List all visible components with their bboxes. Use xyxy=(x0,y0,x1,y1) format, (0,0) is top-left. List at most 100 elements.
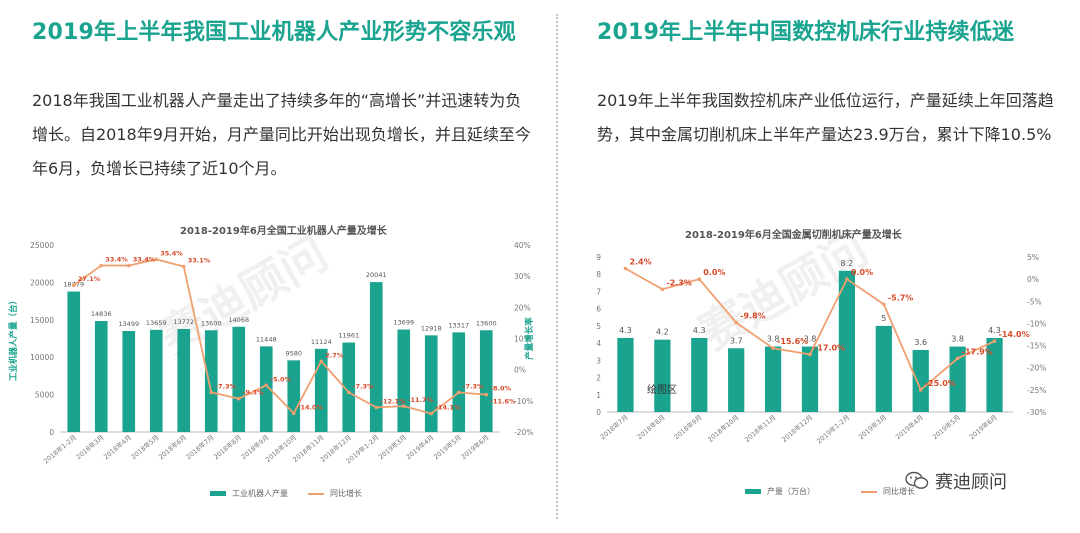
growth-value-label: -25.0% xyxy=(925,379,956,388)
bar-value-label: 13499 xyxy=(118,320,139,328)
y-left-tick: 20000 xyxy=(30,278,54,287)
robot-chart-title: 2018-2019年6月全国工业机器人产量及增长 xyxy=(180,226,387,237)
bar xyxy=(875,325,892,412)
growth-point xyxy=(126,263,131,268)
x-tick-label: 2019年4月 xyxy=(893,413,925,442)
x-tick-label: 2018年12月 xyxy=(780,413,815,444)
y-right-tick: 10% xyxy=(514,335,531,344)
growth-value-label: 33.4% xyxy=(105,256,128,264)
x-tick-label: 2018年7月 xyxy=(598,413,630,442)
robot-chart-legend: 工业机器人产量 同比增长 xyxy=(210,488,362,499)
left-panel: 2019年上半年我国工业机器人产业形势不容乐观 2018年我国工业机器人产量走出… xyxy=(8,20,535,499)
plot-area-annotation: 绘图区 xyxy=(647,383,677,396)
growth-line xyxy=(73,258,487,415)
growth-value-label: -14.0% xyxy=(298,403,324,411)
y-left-tick: 9 xyxy=(596,253,601,262)
bar xyxy=(801,346,819,412)
growth-point xyxy=(209,390,214,395)
growth-value-label: -7.3% xyxy=(215,382,236,390)
growth-value-label: -9.3% xyxy=(243,389,264,397)
bar xyxy=(654,339,671,412)
right-panel: 2019年上半年中国数控机床行业持续低迷 2019年上半年我国数控机床产业低位运… xyxy=(565,0,1080,533)
legend-line-label: 同比增长 xyxy=(883,487,915,496)
growth-point xyxy=(429,411,434,416)
x-tick-label: 2019年5月 xyxy=(930,413,962,442)
bar xyxy=(479,330,493,432)
growth-point xyxy=(484,392,489,397)
growth-point xyxy=(236,396,241,401)
bar-value-label: 13600 xyxy=(476,319,497,327)
legend-bar-label: 产量（万台） xyxy=(767,487,815,496)
x-tick-label: 2018年3月 xyxy=(74,433,106,462)
growth-value-label: 33.4% xyxy=(133,256,156,264)
bar-value-label: 3.6 xyxy=(914,338,927,347)
y-right-tick: -20% xyxy=(514,428,533,437)
bar xyxy=(177,328,191,432)
bar-value-label: 4.3 xyxy=(988,326,1001,335)
growth-point xyxy=(154,257,159,262)
x-tick-label: 2018年6月 xyxy=(156,433,188,462)
growth-value-label: 2.4% xyxy=(629,258,651,267)
bar-value-label: 3.8 xyxy=(951,335,964,344)
right-description: 2019年上半年我国数控机床产业低位运行，产量延续上年回落趋势，其中金属切削机床… xyxy=(597,91,1054,144)
x-tick-label: 2019年3月 xyxy=(857,413,889,442)
bar-value-label: 3.8 xyxy=(767,335,780,344)
growth-value-label: -7.3% xyxy=(463,382,484,390)
y-left-tick: 1 xyxy=(596,391,601,400)
growth-point xyxy=(319,359,324,364)
bar xyxy=(314,348,328,432)
y-right-tick: 40% xyxy=(514,241,531,250)
growth-point xyxy=(99,263,104,268)
growth-point xyxy=(955,356,960,361)
growth-value-label: 2.7% xyxy=(325,351,344,359)
bar-value-label: 12918 xyxy=(421,324,442,332)
bar xyxy=(94,321,108,432)
growth-point xyxy=(697,277,702,281)
growth-point xyxy=(882,302,886,307)
growth-value-label: -11.7% xyxy=(408,396,434,404)
y-right-tick: 30% xyxy=(514,272,531,281)
cnc-chart: 0 1 2 3 4 5 6 7 8 9 -30% -25% -20% -15% -10% -5% 0% 5% 4.3… xyxy=(596,253,1046,445)
y-right-tick: -10% xyxy=(514,397,533,406)
bar xyxy=(617,337,634,412)
legend-line-swatch xyxy=(861,490,877,493)
y-left-tick: 6 xyxy=(596,305,601,314)
growth-value-label: -17.9% xyxy=(962,347,993,356)
bar xyxy=(149,329,163,432)
y-left-tick: 0 xyxy=(596,408,601,417)
y-right-label: 产量增长率 xyxy=(524,317,535,360)
growth-point xyxy=(918,388,923,392)
left-title: 2019年上半年我国工业机器人产业形势不容乐观 xyxy=(32,20,516,45)
bar xyxy=(764,346,782,412)
bar-value-label: 9580 xyxy=(285,349,302,357)
bar xyxy=(67,291,81,432)
x-tick-label: 2018年9月 xyxy=(672,413,704,442)
x-tick-label: 2018年8月 xyxy=(635,413,667,442)
legend-line-swatch xyxy=(308,492,324,495)
bar-value-label: 5 xyxy=(881,314,886,323)
x-tick-label: 2019年5月 xyxy=(431,433,463,462)
y-right-tick: -20% xyxy=(1027,364,1046,373)
y-left-tick: 8 xyxy=(596,270,601,279)
y-left-tick: 3 xyxy=(596,356,601,365)
growth-value-label: 35.4% xyxy=(160,249,183,257)
bar-value-label: 3.7 xyxy=(730,336,743,345)
growth-point xyxy=(401,404,406,408)
growth-value-label: -14.0% xyxy=(999,330,1030,339)
bar xyxy=(204,330,218,432)
bar-value-label: 13659 xyxy=(146,319,167,327)
bar xyxy=(728,348,745,412)
bar xyxy=(424,335,438,432)
y-right-tick: -15% xyxy=(1027,342,1046,351)
y-left-label: 工业机器人产量（台） xyxy=(8,296,19,381)
wechat-icon xyxy=(905,471,929,489)
growth-value-label: 27.1% xyxy=(78,275,101,283)
growth-point xyxy=(734,320,738,325)
growth-value-label: -7.3% xyxy=(353,382,374,390)
cnc-chart-legend: 产量（万台） 同比增长 xyxy=(745,486,915,497)
bar-value-label: 4.3 xyxy=(619,326,632,335)
bar-value-label: 14836 xyxy=(91,310,112,318)
bar-value-label: 13317 xyxy=(448,321,469,329)
growth-value-label: -15.6% xyxy=(777,337,808,346)
bar-value-label: 13699 xyxy=(393,319,414,327)
